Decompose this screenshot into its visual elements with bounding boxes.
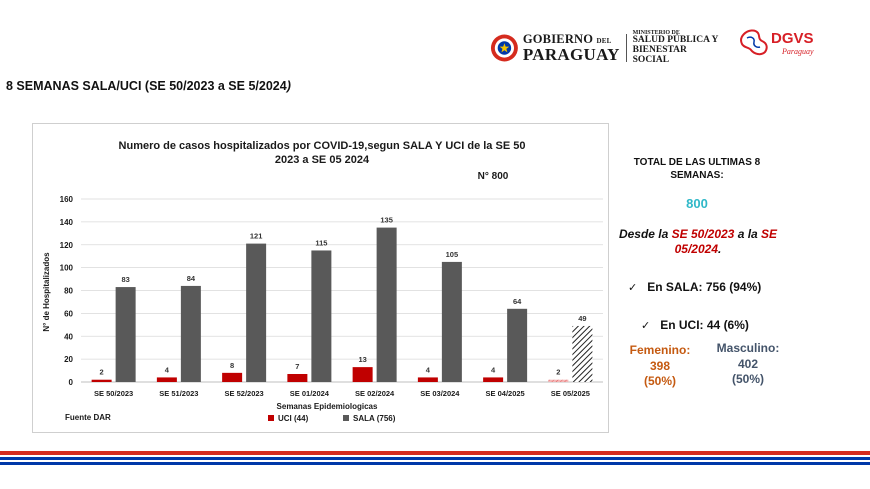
sala-data-label: 84 [187, 274, 196, 283]
legend-label: SALA (756) [353, 414, 396, 423]
female-value: 398 [649, 358, 671, 373]
paraguay-seal-icon [490, 34, 518, 62]
sala-data-label: 115 [315, 238, 327, 247]
check-icon: ✓ [628, 281, 638, 294]
x-tick-label: SE 51/2023 [159, 389, 198, 398]
uci-bar [352, 367, 373, 382]
uci-data-label: 2 [556, 368, 560, 377]
y-tick-label: 40 [64, 332, 73, 341]
male-summary: Masculino: 402 (50%) [708, 341, 788, 388]
uci-bar [156, 377, 177, 382]
gov-del-text: DEL [596, 37, 612, 46]
sala-bar [246, 243, 267, 382]
dgvs-text: DGVS [771, 30, 814, 47]
uci-bar [222, 372, 243, 382]
chart-subtitle: N° 800 [478, 171, 509, 182]
female-pct: (50%) [643, 374, 676, 389]
sala-bar [311, 250, 332, 382]
sala-bar [441, 261, 462, 382]
sala-bar [572, 325, 593, 382]
uci-bar [91, 379, 112, 382]
uci-bar [287, 373, 308, 382]
total-value: 800 [686, 196, 708, 211]
y-tick-label: 160 [60, 195, 74, 204]
x-tick-label: SE 03/2024 [420, 389, 460, 398]
sala-data-label: 64 [513, 297, 522, 306]
ministry-line2: SALUD PÚBLICA Y [632, 35, 719, 46]
x-tick-label: SE 52/2023 [225, 389, 264, 398]
male-label: Masculino: [716, 341, 780, 355]
uci-data-label: 13 [358, 355, 366, 364]
sala-summary: ✓ En SALA: 756 (94%) [628, 280, 761, 294]
legend-swatch [343, 415, 349, 421]
x-tick-label: SE 05/2025 [551, 389, 590, 398]
ministry-line1: MINISTERIO DE [632, 29, 680, 36]
uci-summary-text: En UCI: 44 (6%) [660, 318, 749, 332]
y-axis-label: N° de Hospitalizados [42, 252, 51, 332]
gov-bottom-text: PARAGUAY [522, 44, 620, 64]
footer-stripe-red [0, 451, 870, 455]
total-label: TOTAL DE LAS ULTIMAS 8 SEMANAS: [633, 157, 761, 181]
chart-title-line2: 2023 a SE 05 2024 [275, 154, 370, 166]
sala-bar [115, 287, 136, 382]
uci-summary: ✓ En UCI: 44 (6%) [641, 318, 749, 332]
x-tick-label: SE 04/2025 [486, 389, 525, 398]
chart-panel: Numero de casos hospitalizados por COVID… [32, 123, 609, 433]
uci-data-label: 4 [426, 365, 431, 374]
uci-bar [483, 377, 504, 382]
y-tick-label: 0 [69, 378, 74, 387]
y-tick-label: 100 [60, 264, 74, 273]
period-text: Desde la SE 50/2023 a la SE 05/2024. [618, 227, 778, 256]
page-title: 8 SEMANAS SALA/UCI (SE 50/2023 a SE 5/20… [6, 79, 291, 93]
x-tick-label: SE 01/2024 [290, 389, 330, 398]
uci-data-label: 7 [295, 362, 299, 371]
male-value: 402 [737, 356, 759, 371]
uci-bar [548, 379, 569, 382]
female-label: Femenino: [629, 343, 691, 357]
sala-data-label: 105 [446, 250, 459, 259]
uci-data-label: 8 [230, 361, 234, 370]
sala-bar [507, 308, 528, 382]
dgvs-subtext: Paraguay [782, 47, 814, 56]
uci-data-label: 4 [165, 365, 170, 374]
male-pct: (50%) [731, 372, 764, 387]
dgvs-logo: DGVS Paraguay [738, 26, 826, 62]
uci-bar [417, 377, 438, 382]
sala-bar [376, 227, 397, 382]
gov-top-text: GOBIERNO [522, 32, 594, 47]
y-tick-label: 60 [64, 309, 73, 318]
y-tick-label: 140 [60, 218, 74, 227]
gobierno-paraguay-logo: GOBIERNO DEL PARAGUAY MINISTERIO DE SALU… [490, 30, 722, 66]
y-tick-label: 20 [64, 355, 73, 364]
uci-data-label: 4 [491, 365, 496, 374]
sala-summary-text: En SALA: 756 (94%) [647, 280, 762, 294]
ministry-line3: BIENESTAR SOCIAL [632, 45, 687, 66]
chart-title-line1: Numero de casos hospitalizados por COVID… [119, 140, 526, 152]
legend-label: UCI (44) [278, 414, 309, 423]
sala-data-label: 83 [121, 275, 129, 284]
x-axis-label: Semanas Epidemiologicas [277, 402, 378, 411]
footer-stripe-blue [0, 457, 870, 460]
y-tick-label: 80 [64, 287, 73, 296]
legend-swatch [268, 415, 274, 421]
sala-data-label: 135 [380, 216, 393, 225]
paraguay-map-icon [739, 29, 768, 56]
uci-data-label: 2 [100, 368, 104, 377]
x-tick-label: SE 50/2023 [94, 389, 133, 398]
footer-stripe-blue [0, 462, 870, 465]
sala-data-label: 121 [250, 232, 263, 241]
logo-divider [625, 34, 627, 62]
source-note: Fuente DAR [65, 413, 111, 422]
y-tick-label: 120 [60, 241, 74, 250]
female-summary: Femenino: 398 (50%) [620, 343, 700, 390]
sala-bar [180, 285, 201, 382]
check-icon: ✓ [641, 319, 651, 332]
sala-data-label: 49 [578, 314, 586, 323]
bar-chart: Numero de casos hospitalizados por COVID… [42, 140, 603, 423]
x-tick-label: SE 02/2024 [355, 389, 395, 398]
